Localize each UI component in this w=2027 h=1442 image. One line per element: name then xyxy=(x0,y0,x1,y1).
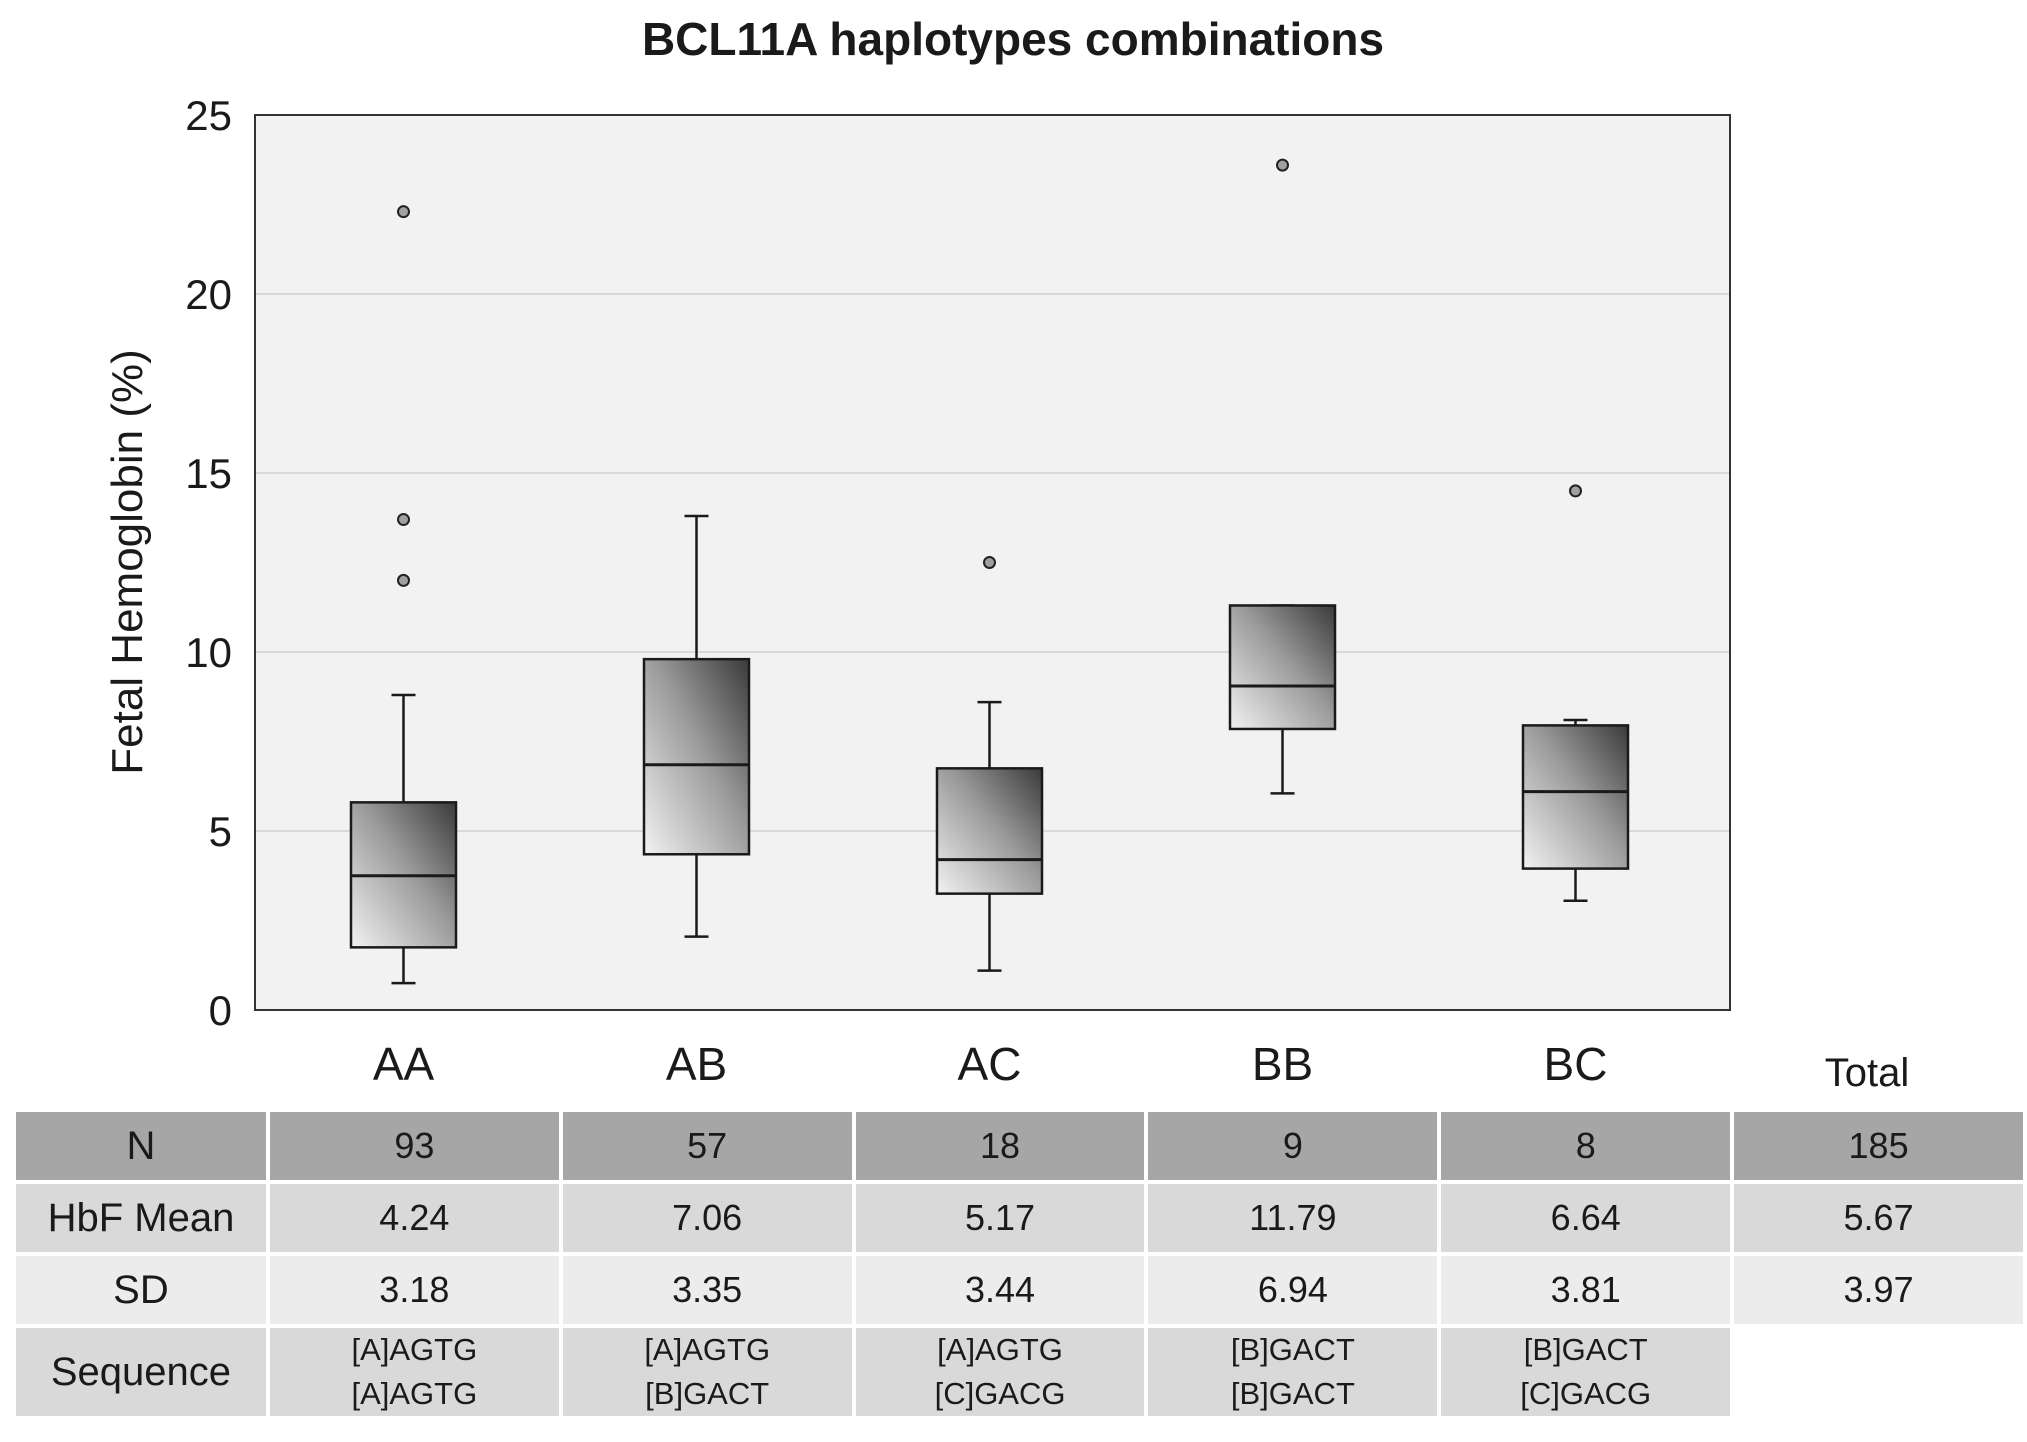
table-cell: 3.35 xyxy=(562,1256,852,1324)
plot-frame xyxy=(254,114,1731,1011)
row-header: N xyxy=(16,1112,266,1180)
sequence-line: [A]AGTG xyxy=(351,1376,478,1411)
outlier-point xyxy=(397,205,410,219)
x-axis-categories: AA AB AC BB BC xyxy=(373,1038,1608,1090)
iqr-box xyxy=(642,657,751,856)
total-column-header: Total xyxy=(1825,1051,1910,1095)
table-cell: 57 xyxy=(562,1112,852,1180)
y-tick-label-0: 0 xyxy=(209,987,232,1034)
table-row: HbF Mean 4.24 7.06 5.17 11.79 6.64 5.67 xyxy=(16,1184,2023,1252)
total-cell xyxy=(1734,1328,2023,1416)
box-AA xyxy=(349,205,458,985)
box-BC xyxy=(1521,484,1630,903)
outlier-point xyxy=(1276,158,1289,172)
x-category-label-AA: AA xyxy=(373,1038,435,1090)
boxes xyxy=(349,158,1630,985)
y-axis-label: Fetal Hemoglobin (%) xyxy=(103,349,152,775)
box-AB xyxy=(642,514,751,938)
table-cell: 18 xyxy=(855,1112,1145,1180)
iqr-box xyxy=(935,767,1044,895)
sequence-line: [C]GACG xyxy=(1520,1376,1652,1411)
stats-table: N 93 57 18 9 8 185 HbF Mean 4.24 7.06 5.17 11.79 6.6… xyxy=(12,1108,2027,1420)
table-cell: [A]AGTG [C]GACG xyxy=(855,1328,1145,1416)
table-cell: 3.44 xyxy=(855,1256,1145,1324)
chart-title: BCL11A haplotypes combinations xyxy=(642,13,1384,65)
outlier-point xyxy=(983,556,996,569)
y-tick-label-5: 5 xyxy=(209,808,232,855)
sequence-line: [B]GACT xyxy=(1230,1376,1355,1411)
sequence-line: [A]AGTG xyxy=(351,1332,478,1367)
table-cell: [B]GACT [B]GACT xyxy=(1148,1328,1438,1416)
outlier-point xyxy=(1569,484,1582,498)
x-category-label-BC: BC xyxy=(1544,1038,1608,1090)
x-category-label-AC: AC xyxy=(958,1038,1022,1090)
table-cell: 3.18 xyxy=(269,1256,559,1324)
table-cell: 6.94 xyxy=(1148,1256,1438,1324)
total-cell: 5.67 xyxy=(1734,1184,2023,1252)
total-cell: 185 xyxy=(1734,1112,2023,1180)
sequence-line: [A]AGTG xyxy=(644,1332,771,1367)
outlier-point xyxy=(397,513,410,527)
table-cell: 11.79 xyxy=(1148,1184,1438,1252)
iqr-box xyxy=(1521,724,1630,870)
y-tick-label-20: 20 xyxy=(185,271,232,318)
box-AC xyxy=(935,556,1044,972)
sequence-line: [B]GACT xyxy=(1230,1332,1355,1367)
table-row: N 93 57 18 9 8 185 xyxy=(16,1112,2023,1180)
row-header: SD xyxy=(16,1256,266,1324)
table-cell: 3.81 xyxy=(1441,1256,1731,1324)
table-cell: 7.06 xyxy=(562,1184,852,1252)
row-header: HbF Mean xyxy=(16,1184,266,1252)
table-row: SD 3.18 3.35 3.44 6.94 3.81 3.97 xyxy=(16,1256,2023,1324)
table-cell: [A]AGTG [A]AGTG xyxy=(269,1328,559,1416)
table-cell: [B]GACT [C]GACG xyxy=(1441,1328,1731,1416)
table-cell: 8 xyxy=(1441,1112,1731,1180)
table-cell: [A]AGTG [B]GACT xyxy=(562,1328,852,1416)
sequence-line: [C]GACG xyxy=(934,1376,1066,1411)
y-tick-label-10: 10 xyxy=(185,629,232,676)
y-tick-label-15: 15 xyxy=(185,450,232,497)
table-cell: 93 xyxy=(269,1112,559,1180)
box-BB xyxy=(1228,158,1337,795)
y-axis-ticks: 0 5 10 15 20 25 xyxy=(185,92,232,1034)
sequence-line: [A]AGTG xyxy=(937,1332,1063,1367)
y-tick-label-25: 25 xyxy=(185,92,232,139)
table-cell: 4.24 xyxy=(269,1184,559,1252)
x-category-label-BB: BB xyxy=(1252,1038,1313,1090)
table-cell: 9 xyxy=(1148,1112,1438,1180)
x-category-label-AB: AB xyxy=(666,1038,727,1090)
table-row: Sequence [A]AGTG [A]AGTG [A]AGTG [B]GACT [A]A… xyxy=(16,1328,2023,1416)
total-cell: 3.97 xyxy=(1734,1256,2023,1324)
boxplot-chart: BCL11A haplotypes combinations 0 5 10 15 20 2… xyxy=(103,13,1910,1095)
outlier-point xyxy=(397,573,410,587)
sequence-line: [B]GACT xyxy=(1523,1332,1648,1367)
table-cell: 5.17 xyxy=(855,1184,1145,1252)
table-cell: 6.64 xyxy=(1441,1184,1731,1252)
row-header: Sequence xyxy=(16,1328,266,1416)
sequence-line: [B]GACT xyxy=(645,1376,770,1411)
iqr-box xyxy=(1228,604,1337,731)
